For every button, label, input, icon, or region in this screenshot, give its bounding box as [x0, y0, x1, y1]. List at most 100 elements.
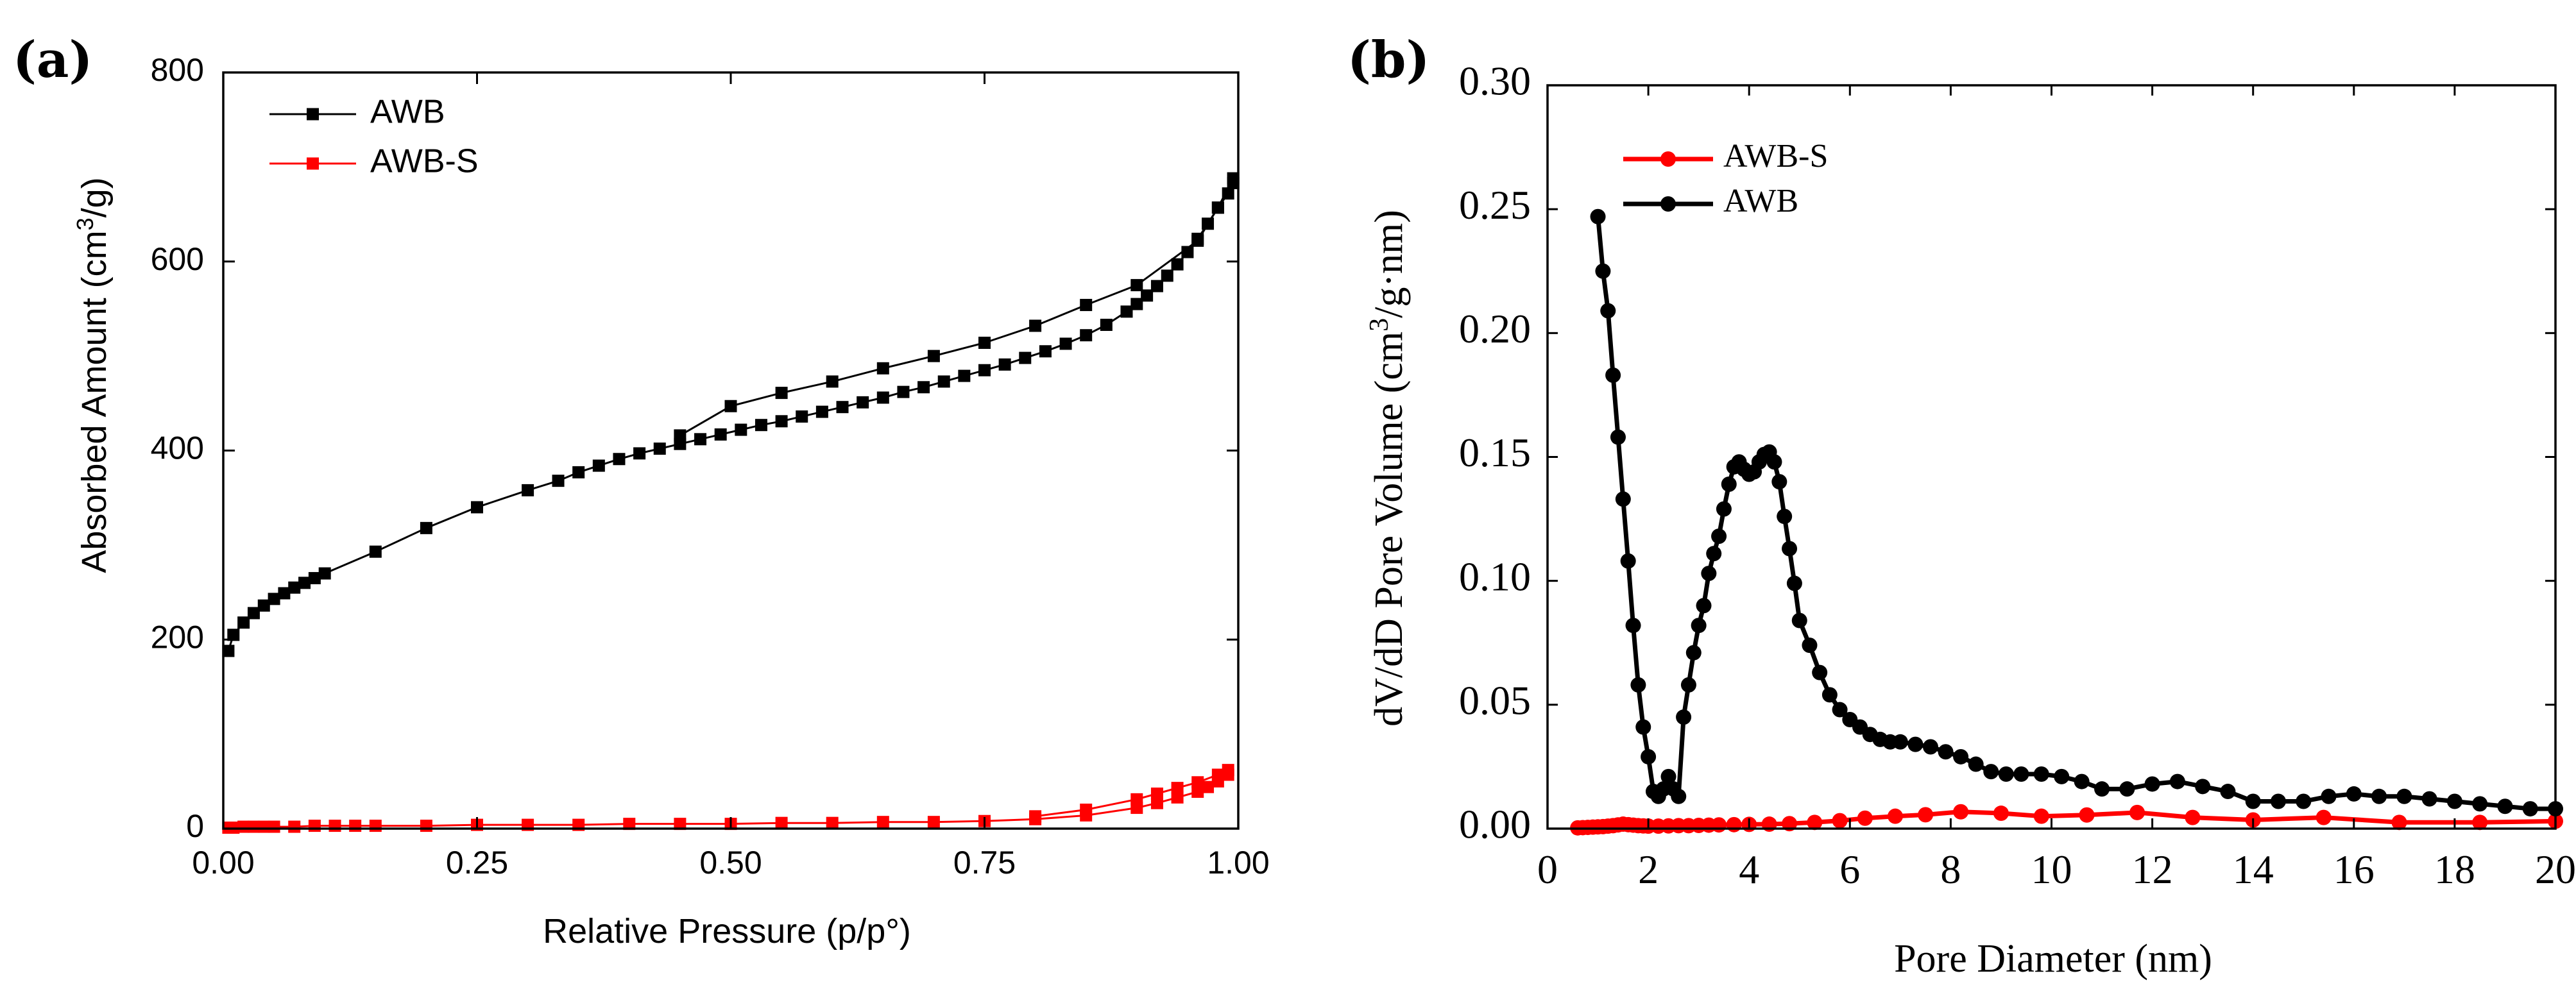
data-point [1993, 806, 2009, 822]
data-point [2129, 804, 2145, 820]
data-point [998, 358, 1011, 371]
data-point [1191, 786, 1204, 798]
data-point [2472, 796, 2488, 812]
data-point [623, 818, 636, 831]
data-point [268, 593, 280, 605]
data-point [1696, 598, 1712, 614]
data-point [1641, 748, 1657, 764]
data-point [237, 820, 250, 833]
data-point [1141, 289, 1154, 302]
data-point [1907, 736, 1923, 752]
data-point [1635, 719, 1651, 735]
data-point [1812, 664, 1828, 680]
data-point [775, 816, 788, 829]
data-point [1130, 793, 1143, 806]
panel-b-y-axis-label: dV/dD Pore Volume (cm3/g·nm) [1365, 210, 1411, 727]
data-point [876, 362, 889, 375]
data-point [2033, 766, 2049, 782]
data-point [522, 484, 534, 496]
data-point [420, 820, 432, 832]
data-point [1595, 263, 1611, 279]
x-tick-label: 0.75 [953, 845, 1016, 881]
data-point [2421, 791, 2437, 807]
legend-label: AWB-S [1723, 138, 1828, 174]
data-point [1059, 337, 1072, 350]
y-tick-label: 0.10 [1459, 553, 1531, 599]
y-tick-label: 0.25 [1459, 182, 1531, 228]
data-point [1716, 501, 1732, 517]
legend-marker [307, 157, 319, 170]
data-point [2144, 776, 2160, 792]
data-point [2270, 793, 2286, 809]
y-tick-label: 400 [151, 430, 204, 466]
data-point [2522, 801, 2538, 817]
data-point [227, 629, 240, 641]
data-point [714, 428, 727, 441]
data-point [674, 429, 687, 442]
data-point [1791, 612, 1807, 629]
data-point [1202, 781, 1215, 793]
x-tick-label: 20 [2535, 847, 2576, 892]
data-point [1171, 258, 1184, 271]
data-point [1832, 702, 1848, 718]
data-point [2472, 815, 2488, 831]
data-point [1721, 476, 1737, 492]
data-point [592, 459, 605, 472]
x-tick-label: 18 [2434, 847, 2475, 892]
data-point [1892, 734, 1908, 750]
data-point [308, 820, 321, 832]
data-point [1671, 788, 1687, 804]
legend-marker [1660, 196, 1676, 212]
data-point [724, 400, 737, 412]
plot-frame [222, 71, 1240, 830]
data-point [857, 396, 869, 409]
data-point [1150, 787, 1163, 800]
data-point [978, 336, 991, 349]
data-point [1918, 807, 1934, 823]
x-tick-label: 0.00 [192, 845, 254, 881]
data-point [775, 387, 788, 400]
data-point [288, 581, 301, 594]
data-point [1171, 782, 1184, 795]
data-point [1615, 491, 1631, 507]
data-point [826, 375, 839, 388]
data-point [1620, 553, 1636, 569]
data-point [1150, 280, 1163, 292]
data-point [288, 820, 301, 833]
data-point [1590, 208, 1606, 224]
data-point [2119, 781, 2135, 797]
data-point [298, 577, 311, 589]
data-point [420, 521, 432, 534]
data-point [1150, 797, 1163, 809]
x-tick-label: 0.50 [699, 845, 762, 881]
data-point [1222, 764, 1234, 777]
x-tick-label: 0.25 [446, 845, 508, 881]
legend-marker [1660, 151, 1676, 167]
data-point [653, 443, 666, 455]
legend-label: AWB [1723, 183, 1798, 219]
data-point [1922, 739, 1938, 755]
x-tick-label: 0 [1537, 847, 1558, 892]
data-point [1211, 768, 1224, 781]
data-point [735, 423, 747, 436]
data-point [1191, 776, 1204, 789]
data-point [1802, 637, 1818, 654]
data-point [1821, 687, 1838, 703]
panel-b-axes: 0 2 4 6 8 10 12 14 16 18 20 0.00 0.05 0.10 0.15 0.20 0.2… [1459, 58, 2576, 892]
data-point [1600, 303, 1616, 319]
x-tick-label: 16 [2333, 847, 2375, 892]
data-point [247, 607, 260, 620]
data-point [755, 419, 767, 432]
data-point [978, 364, 991, 376]
data-point [876, 816, 889, 829]
data-point [1766, 454, 1782, 470]
data-point [1660, 768, 1676, 784]
data-point [471, 501, 483, 514]
data-point [775, 415, 788, 428]
data-point [1680, 677, 1696, 693]
data-point [1807, 815, 1823, 831]
data-point [1610, 429, 1626, 445]
legend-marker [307, 108, 319, 121]
series-awb-s [222, 764, 1234, 834]
